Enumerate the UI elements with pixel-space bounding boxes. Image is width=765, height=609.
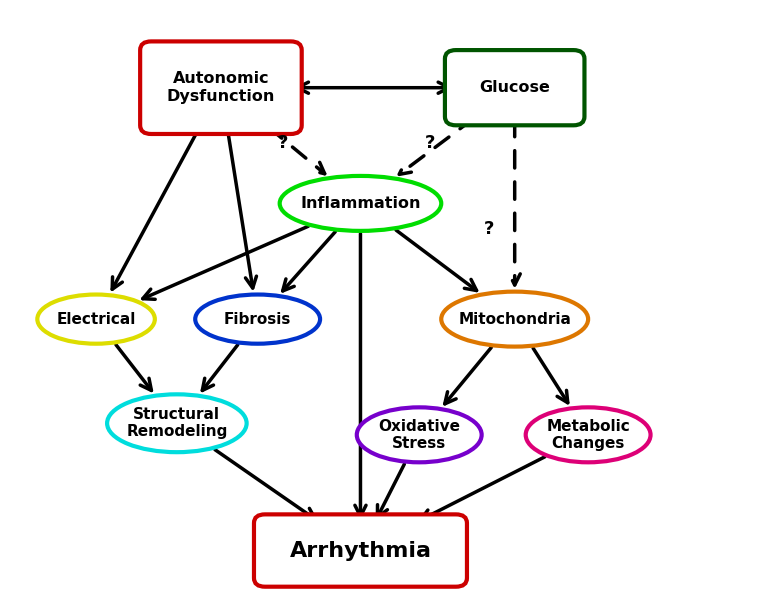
Ellipse shape: [195, 295, 320, 343]
Text: Arrhythmia: Arrhythmia: [289, 541, 431, 560]
Text: Fibrosis: Fibrosis: [224, 312, 291, 326]
Ellipse shape: [356, 407, 482, 462]
Ellipse shape: [37, 295, 155, 343]
Ellipse shape: [107, 395, 246, 452]
Ellipse shape: [441, 292, 588, 347]
Text: Glucose: Glucose: [479, 80, 550, 95]
Text: ?: ?: [278, 133, 288, 152]
Text: ?: ?: [483, 220, 494, 239]
Text: Mitochondria: Mitochondria: [458, 312, 571, 326]
Text: Inflammation: Inflammation: [300, 196, 421, 211]
FancyBboxPatch shape: [140, 41, 301, 134]
Text: Metabolic
Changes: Metabolic Changes: [546, 418, 630, 451]
FancyBboxPatch shape: [445, 50, 584, 125]
Text: ?: ?: [425, 133, 435, 152]
Text: Oxidative
Stress: Oxidative Stress: [378, 418, 461, 451]
Text: Electrical: Electrical: [57, 312, 135, 326]
Ellipse shape: [280, 176, 441, 231]
Ellipse shape: [526, 407, 650, 462]
Text: Structural
Remodeling: Structural Remodeling: [126, 407, 227, 440]
Text: Autonomic
Dysfunction: Autonomic Dysfunction: [167, 71, 275, 104]
FancyBboxPatch shape: [254, 515, 467, 586]
